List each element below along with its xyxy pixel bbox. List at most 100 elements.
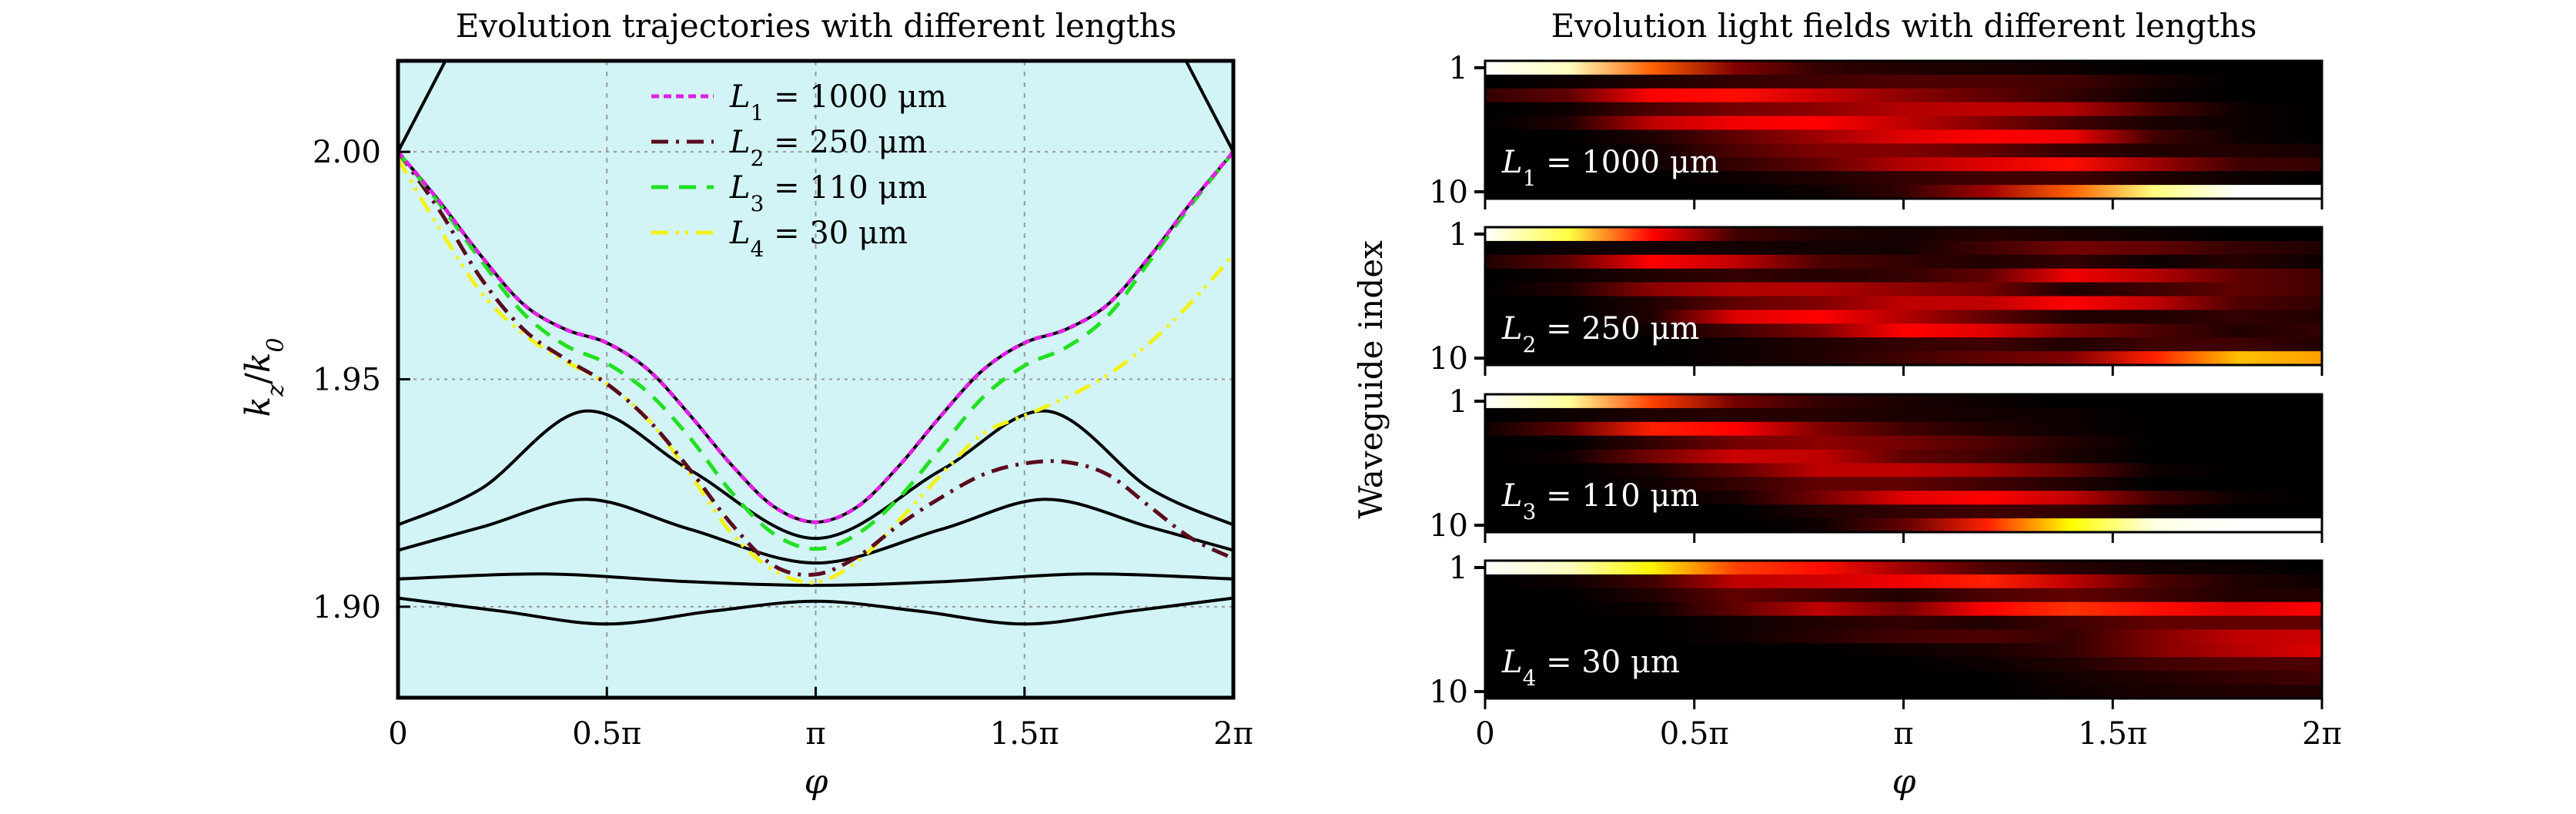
heatmap-row — [1485, 310, 2322, 324]
x-tick-label: 2π — [1213, 716, 1253, 752]
band-curves — [398, 61, 1233, 626]
y-tick-label: 10 — [1429, 175, 1468, 210]
heatmap-row — [1485, 157, 2322, 172]
heatmap-row — [1485, 561, 2322, 575]
band-2-curve — [398, 497, 1233, 565]
legend-label: L3 = 110 μm — [729, 170, 927, 216]
x-tick-label: 0 — [1475, 716, 1494, 752]
heatmap-row — [1485, 615, 2322, 630]
y-axis-ticks: 1.90 1.95 2.00 — [313, 135, 410, 625]
legend-label: L4 = 30 μm — [729, 216, 908, 262]
heatmap-row — [1485, 657, 2322, 672]
heatmap-row — [1485, 61, 2322, 75]
panel-label: L4 = 30 μm — [1501, 645, 1680, 691]
heatmap-row — [1485, 323, 2322, 338]
heatmap-row — [1485, 407, 2322, 423]
panel-label: L1 = 1000 μm — [1501, 145, 1719, 191]
trajectory-chart: Evolution trajectories with different le… — [239, 7, 1253, 802]
heatmap-row — [1485, 449, 2322, 464]
heatmap-row — [1485, 671, 2322, 685]
heatmap-row — [1485, 601, 2322, 617]
panel-label: L3 = 110 μm — [1501, 478, 1699, 524]
heatmap-row — [1485, 351, 2322, 366]
y-tick-label: 1 — [1449, 51, 1468, 86]
heatmap-panel-2: 1 10 L2 = 250 μm — [1429, 217, 2323, 377]
legend-item: L1 = 1000 μm — [651, 79, 947, 126]
y-tick-label: 10 — [1429, 341, 1468, 377]
heatmap-row — [1485, 337, 2322, 352]
y-tick-label: 2.00 — [313, 135, 381, 170]
heatmap-row — [1485, 504, 2322, 519]
band-1-curve — [398, 409, 1233, 541]
heatmap-panels: 1 10 L1 = 1000 μm 1 10 L2 = 250 μm 1 10 L3 = 110… — [1429, 51, 2323, 710]
legend-item: L2 = 250 μm — [651, 125, 927, 171]
heatmap-row — [1485, 282, 2322, 296]
heatmap-row — [1485, 227, 2322, 242]
band-top-curve — [398, 61, 1233, 153]
heatmap-row — [1485, 240, 2322, 256]
x-tick-label: 0.5π — [1660, 716, 1729, 752]
heatmap-row — [1485, 685, 2322, 699]
heatmap-row — [1485, 296, 2322, 310]
heatmap-row — [1485, 477, 2322, 491]
heatmap-row — [1485, 171, 2322, 186]
heatmap-row — [1485, 129, 2322, 144]
heatmap-row — [1485, 435, 2322, 451]
heatmap-row — [1485, 629, 2322, 644]
legend-label: L2 = 250 μm — [729, 125, 927, 171]
series-line-L2 — [398, 150, 1233, 577]
x-axis-ticks: 0 0.5π π 1.5π 2π — [388, 687, 1253, 752]
trajectory-series — [398, 150, 1233, 585]
y-tick-label: 1.90 — [313, 590, 381, 625]
heatmap-row — [1485, 143, 2322, 158]
y-tick-label: 1 — [1449, 384, 1468, 420]
heatmap-row — [1485, 574, 2322, 589]
x-tick-label: 0.5π — [572, 716, 641, 752]
light-field-chart-title: Evolution light fields with different le… — [1551, 7, 2257, 45]
heatmap-panel-4: 1 10 L4 = 30 μm — [1429, 551, 2323, 710]
x-tick-label: 2π — [2302, 716, 2342, 752]
grid-lines — [398, 61, 1233, 698]
series-line-L3 — [398, 150, 1233, 551]
y-axis-label: kz/k0 — [239, 337, 289, 417]
series-line-L4 — [398, 157, 1233, 585]
trajectory-chart-title: Evolution trajectories with different le… — [456, 7, 1177, 45]
x-tick-label: 0 — [388, 716, 407, 752]
legend-item: L3 = 110 μm — [651, 170, 927, 216]
light-field-chart: Evolution light fields with different le… — [1352, 7, 2342, 802]
y-axis-label: Waveguide index — [1352, 240, 1390, 519]
heatmap-row — [1485, 102, 2322, 117]
heatmap-row — [1485, 491, 2322, 505]
y-tick-label: 1.95 — [313, 363, 381, 398]
legend-label: L1 = 1000 μm — [729, 79, 947, 126]
band-4-curve — [398, 596, 1233, 626]
heatmap-row — [1485, 116, 2322, 130]
y-tick-label: 1 — [1449, 217, 1468, 253]
x-axis-label: φ — [1892, 762, 1916, 802]
x-tick-label: π — [805, 716, 825, 752]
x-tick-label: 1.5π — [990, 716, 1059, 752]
heatmap-panel-3: 1 10 L3 = 110 μm — [1429, 384, 2323, 544]
x-axis-ticks: 0 0.5π π 1.5π 2π — [1475, 716, 2342, 752]
y-tick-label: 10 — [1429, 675, 1468, 710]
x-axis-label: φ — [805, 762, 828, 802]
heatmap-row — [1485, 268, 2322, 283]
heatmap-row — [1485, 588, 2322, 603]
panel-label: L2 = 250 μm — [1501, 311, 1699, 357]
legend-item: L4 = 30 μm — [651, 216, 908, 262]
heatmap-row — [1485, 185, 2322, 199]
y-tick-label: 1 — [1449, 551, 1468, 586]
heatmap-row — [1485, 394, 2322, 409]
x-tick-label: π — [1893, 716, 1913, 752]
x-tick-label: 1.5π — [2078, 716, 2147, 752]
heatmap-row — [1485, 643, 2322, 658]
heatmap-row — [1485, 518, 2322, 533]
heatmap-row — [1485, 74, 2322, 89]
heatmap-row — [1485, 88, 2322, 103]
band-3-curve — [398, 572, 1233, 588]
heatmap-row — [1485, 254, 2322, 270]
series-line-L1 — [398, 150, 1233, 524]
heatmap-row — [1485, 463, 2322, 477]
